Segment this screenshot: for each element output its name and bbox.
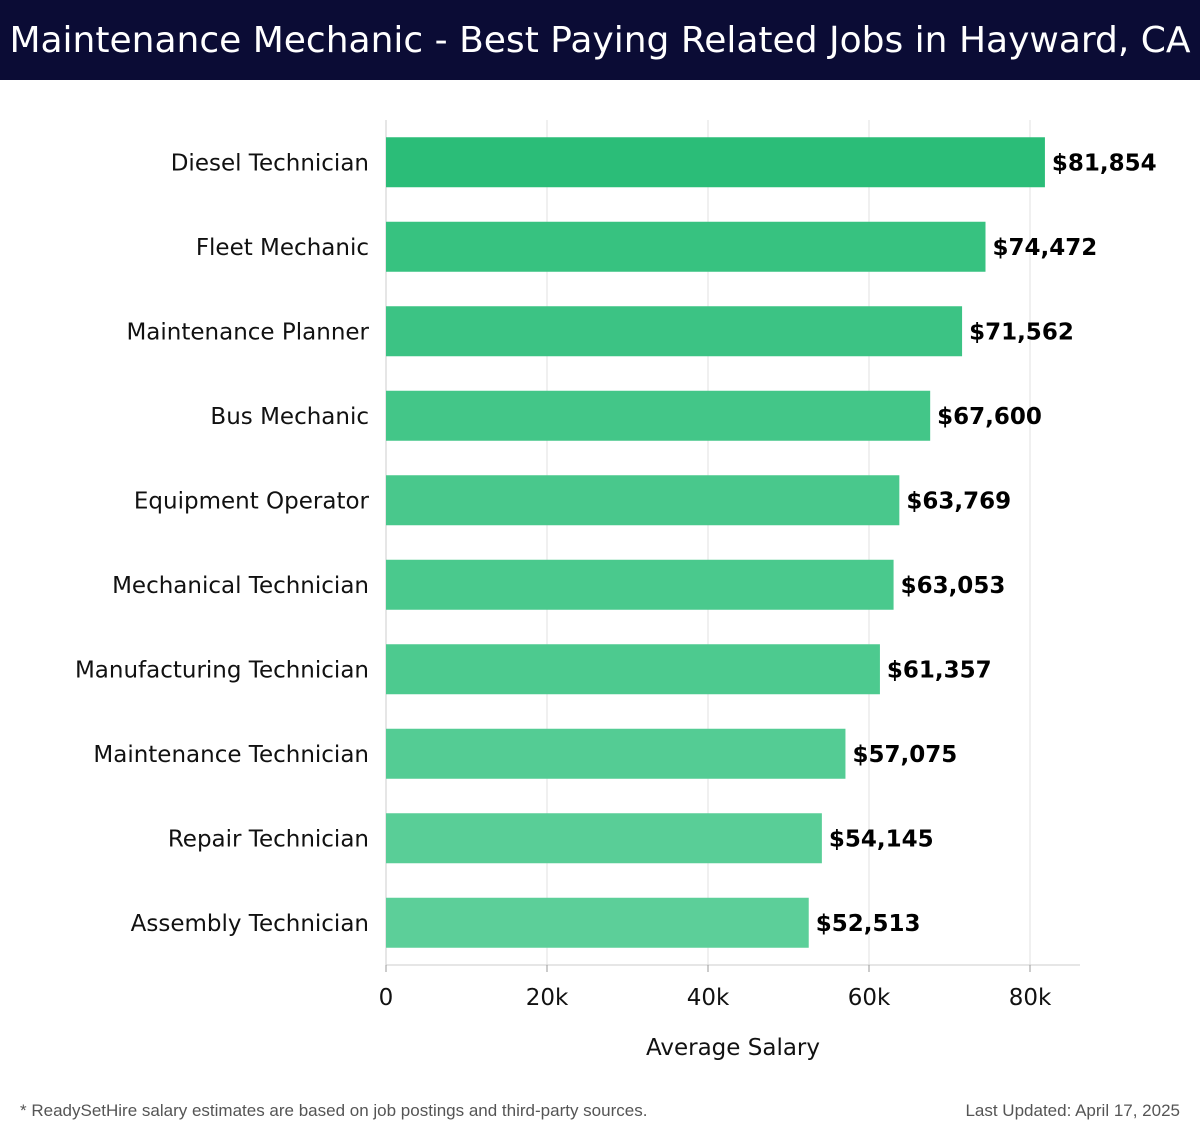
bar-manufacturing-technician bbox=[386, 644, 880, 695]
bar-bus-mechanic bbox=[386, 390, 931, 441]
category-label: Assembly Technician bbox=[131, 911, 369, 937]
bar-fleet-mechanic bbox=[386, 221, 986, 272]
bar-assembly-technician bbox=[386, 897, 809, 948]
source-note: * ReadySetHire salary estimates are base… bbox=[20, 1101, 648, 1120]
x-tick-label: 0 bbox=[379, 985, 394, 1011]
bar-equipment-operator bbox=[386, 475, 900, 526]
chart-title: Maintenance Mechanic - Best Paying Relat… bbox=[9, 19, 1191, 61]
category-label: Equipment Operator bbox=[134, 488, 370, 514]
category-label: Fleet Mechanic bbox=[196, 235, 369, 261]
bar-maintenance-planner bbox=[386, 306, 963, 357]
value-label: $52,513 bbox=[816, 911, 921, 937]
bar-diesel-technician bbox=[386, 137, 1045, 188]
value-label: $71,562 bbox=[969, 319, 1074, 345]
category-label: Repair Technician bbox=[168, 826, 369, 852]
x-tick-label: 20k bbox=[526, 985, 569, 1011]
category-label: Mechanical Technician bbox=[112, 573, 369, 599]
value-label: $57,075 bbox=[852, 742, 957, 768]
value-label: $63,053 bbox=[901, 573, 1006, 599]
x-axis-title: Average Salary bbox=[646, 1035, 820, 1061]
x-tick-label: 60k bbox=[848, 985, 891, 1011]
category-label: Diesel Technician bbox=[171, 150, 369, 176]
chart-header: Maintenance Mechanic - Best Paying Relat… bbox=[0, 0, 1200, 80]
category-label: Maintenance Technician bbox=[93, 742, 369, 768]
category-label: Manufacturing Technician bbox=[75, 657, 369, 683]
bar-mechanical-technician bbox=[386, 559, 894, 610]
value-label: $67,600 bbox=[937, 404, 1042, 430]
value-label: $74,472 bbox=[992, 235, 1097, 261]
value-label: $54,145 bbox=[829, 826, 934, 852]
category-label: Maintenance Planner bbox=[126, 319, 369, 345]
last-updated: Last Updated: April 17, 2025 bbox=[965, 1101, 1180, 1120]
bar-repair-technician bbox=[386, 813, 822, 864]
bar-chart: Diesel Technician $81,854 Fleet Mechanic $7… bbox=[75, 120, 1157, 1061]
value-label: $61,357 bbox=[887, 657, 992, 683]
x-tick-label: 40k bbox=[687, 985, 730, 1011]
x-tick-label: 80k bbox=[1009, 985, 1052, 1011]
value-label: $63,769 bbox=[906, 488, 1011, 514]
value-label: $81,854 bbox=[1052, 150, 1157, 176]
category-label: Bus Mechanic bbox=[210, 404, 369, 430]
bar-maintenance-technician bbox=[386, 728, 846, 779]
